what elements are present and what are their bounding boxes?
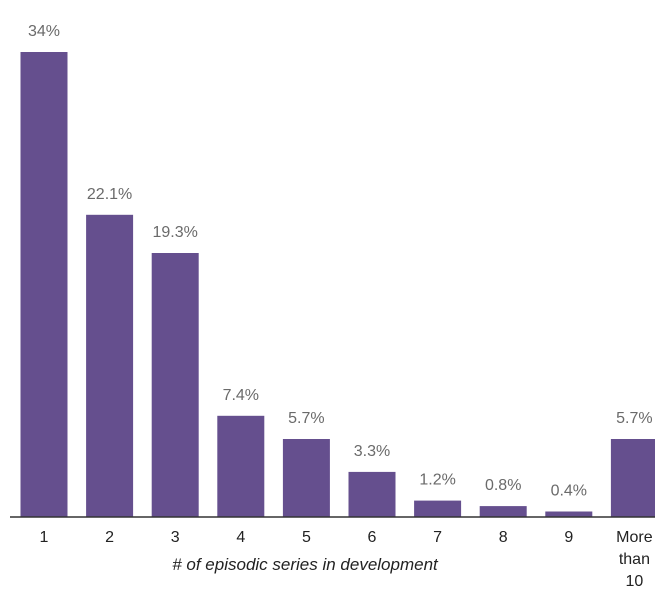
bar-2 <box>86 214 134 518</box>
value-label-2: 22.1% <box>87 186 132 203</box>
x-tick-label-3: 3 <box>171 529 180 546</box>
bar-9 <box>545 511 593 517</box>
bar-7 <box>414 500 462 517</box>
x-tick-label-9: 9 <box>564 529 573 546</box>
value-label-5: 5.7% <box>288 410 324 427</box>
bar-5 <box>282 439 330 517</box>
x-axis-title: # of episodic series in development <box>172 555 439 574</box>
bar-10 <box>610 439 655 517</box>
value-label-9: 0.4% <box>551 483 587 500</box>
bar-3 <box>151 253 199 517</box>
value-labels-group: 34% 22.1% 19.3% 7.4% 5.7% 3.3% 1.2% 0.8% 0.4% 5.7… <box>28 23 653 500</box>
value-label-7: 1.2% <box>419 472 455 489</box>
value-label-10: 5.7% <box>616 410 652 427</box>
value-label-1: 34% <box>28 23 60 40</box>
value-label-3: 19.3% <box>153 224 198 241</box>
x-tick-label-4: 4 <box>236 529 245 546</box>
value-label-6: 3.3% <box>354 443 390 460</box>
x-tick-label-5: 5 <box>302 529 311 546</box>
bar-8 <box>479 506 527 517</box>
x-tick-label-6: 6 <box>368 529 377 546</box>
x-tick-labels-group: 1 2 3 4 5 6 7 8 9 More than 10 <box>40 529 653 590</box>
x-tick-label-8: 8 <box>499 529 508 546</box>
bar-4 <box>217 415 265 517</box>
value-label-4: 7.4% <box>223 387 259 404</box>
value-label-8: 0.8% <box>485 477 521 494</box>
x-tick-label-7: 7 <box>433 529 442 546</box>
bars-group <box>20 52 655 518</box>
bar-1 <box>20 52 68 517</box>
x-tick-label-1: 1 <box>40 529 49 546</box>
bar-6 <box>348 471 396 517</box>
x-tick-label-10: More than 10 <box>616 529 653 590</box>
x-tick-label-2: 2 <box>105 529 114 546</box>
